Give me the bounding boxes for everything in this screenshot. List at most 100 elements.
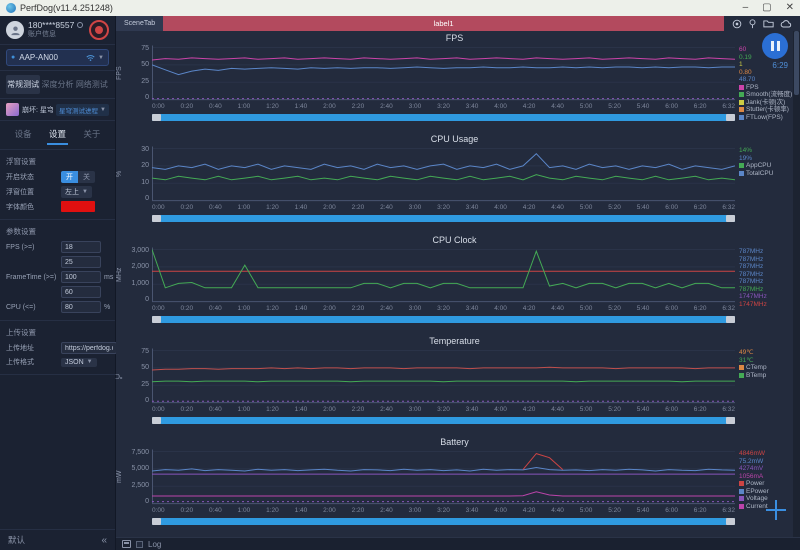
app-selector-row: 崩坏: 星穹铁道 星穹测试进程 ▼ — [0, 99, 115, 121]
tab-about[interactable]: 关于 — [83, 129, 101, 139]
record-button[interactable] — [89, 20, 109, 40]
tab-regular-test[interactable]: 常规测试 — [6, 75, 41, 94]
series-current-value: 787MHz — [739, 285, 764, 293]
x-tick-label: 6:00 — [665, 406, 678, 413]
tab-device[interactable]: 设备 — [14, 129, 32, 139]
x-tick-label: 0:40 — [209, 507, 222, 514]
chart-range-scrollbar[interactable] — [152, 215, 735, 222]
legend-label: Current — [746, 502, 768, 510]
folder-icon[interactable] — [763, 19, 774, 28]
range-handle-right[interactable] — [726, 518, 735, 525]
upload-format-label: 上传格式 — [6, 359, 34, 366]
legend-item: Jank(卡顿|次) — [739, 99, 793, 107]
minimize-button[interactable]: – — [742, 2, 749, 13]
legend-label: BTemp — [746, 371, 767, 379]
range-handle-right[interactable] — [726, 215, 735, 222]
range-handle-right[interactable] — [726, 316, 735, 323]
legend-swatch — [739, 496, 744, 502]
range-handle-right[interactable] — [726, 417, 735, 424]
collapse-sidebar-button[interactable]: « — [101, 534, 107, 546]
upload-format-dropdown[interactable]: JSON ▼ — [61, 357, 97, 367]
person-icon — [10, 25, 20, 35]
sidebar: 180****8557 账户信息 ● AAP-AN00 — [0, 16, 117, 550]
legend-swatch — [739, 170, 744, 176]
chart-range-scrollbar[interactable] — [152, 518, 735, 525]
legend-item: EPower — [739, 488, 793, 496]
scene-toolbar — [724, 16, 800, 31]
toggle-on[interactable]: 开 — [61, 171, 78, 183]
fps-threshold-input-1[interactable] — [61, 241, 101, 253]
x-axis-ticks: 0:00 0:20 0:40 1:00 1:20 1:40 2:00 2:20 2:40 3:00… — [152, 506, 735, 516]
fps-threshold-input-2[interactable] — [61, 256, 101, 268]
location-pin-icon[interactable] — [748, 18, 757, 29]
frametime-input[interactable] — [61, 271, 101, 283]
legend-swatch — [739, 365, 744, 371]
x-tick-label: 1:20 — [266, 507, 279, 514]
range-handle-left[interactable] — [152, 215, 161, 222]
tab-settings[interactable]: 设置 — [46, 125, 68, 145]
y-tick-label: 0 — [145, 396, 149, 404]
maximize-button[interactable]: ▢ — [762, 2, 772, 13]
label-bar[interactable]: label1 — [163, 16, 724, 31]
record-target-icon[interactable] — [732, 19, 742, 29]
range-handle-right[interactable] — [726, 114, 735, 121]
app-name: 崩坏: 星穹铁道 — [22, 106, 54, 114]
float-enable-toggle[interactable]: 开 关 — [61, 171, 95, 183]
chart-side-panel: 60 0.19 1 0.80 48.70 FPS Smooth(流畅度) Jank(卡顿|次… — [735, 44, 793, 130]
range-handle-left[interactable] — [152, 316, 161, 323]
legend-swatch — [739, 99, 744, 105]
chart-range-scrollbar[interactable] — [152, 316, 735, 323]
chevron-down-icon: ▼ — [98, 54, 104, 61]
chart-range-scrollbar[interactable] — [152, 114, 735, 121]
x-tick-label: 2:40 — [380, 305, 393, 312]
x-tick-label: 2:20 — [351, 103, 365, 110]
avatar[interactable] — [6, 21, 24, 39]
scrollbar-thumb[interactable] — [794, 31, 799, 95]
pause-button[interactable] — [762, 33, 788, 59]
account-info-label[interactable]: 账户信息 — [28, 31, 56, 38]
log-bar: Log — [116, 537, 800, 550]
chart-title: Battery — [440, 437, 469, 447]
chart-block: Battery mW 7,500 5,000 2,500 0 0:00 0:20 0:40… — [116, 435, 793, 536]
cpu-threshold-input-1[interactable] — [61, 286, 101, 298]
cpu-threshold-input-2[interactable] — [61, 301, 101, 313]
range-handle-left[interactable] — [152, 518, 161, 525]
toggle-off[interactable]: 关 — [78, 171, 95, 183]
legend-label: Stutter(卡顿率) — [746, 106, 789, 113]
log-checkbox[interactable] — [136, 540, 143, 548]
scene-tab-button[interactable]: SceneTab — [116, 16, 164, 31]
add-label-button[interactable] — [766, 500, 786, 520]
chart-range-scrollbar[interactable] — [152, 417, 735, 424]
x-tick-label: 5:00 — [579, 305, 593, 312]
plot-area — [152, 449, 735, 505]
frametime-unit: ms — [104, 273, 114, 281]
chart-side-panel: 4846mW 75.2mW 4274mV 1056mA Power EPower Volt… — [735, 448, 793, 534]
series-current-value: 0.80 — [739, 68, 752, 76]
float-position-dropdown[interactable]: 左上 ▼ — [61, 186, 92, 198]
user-phone: 180****8557 — [28, 20, 75, 30]
x-tick-label: 0:00 — [152, 305, 165, 312]
close-button[interactable]: ✕ — [785, 2, 794, 13]
x-tick-label: 1:40 — [294, 507, 308, 514]
legend-swatch — [739, 107, 744, 113]
tab-deep-analysis[interactable]: 深度分析 — [41, 80, 74, 89]
panel-icon[interactable] — [122, 540, 131, 548]
default-button[interactable]: 默认 — [8, 535, 26, 545]
device-selector[interactable]: ● AAP-AN00 ▼ — [6, 49, 109, 66]
y-tick-label: 75 — [141, 45, 149, 52]
x-tick-label: 3:40 — [465, 406, 479, 413]
range-handle-left[interactable] — [152, 417, 161, 424]
font-color-swatch[interactable] — [61, 201, 95, 212]
upload-address-input[interactable] — [61, 342, 117, 354]
y-tick-label: 2,000 — [131, 263, 149, 271]
log-label[interactable]: Log — [148, 539, 162, 549]
process-dropdown[interactable]: 星穹测试进程 ▼ — [56, 103, 109, 116]
x-tick-label: 5:40 — [636, 204, 650, 211]
y-tick-label: 25 — [141, 380, 149, 388]
x-tick-label: 3:00 — [408, 406, 422, 413]
tab-network-test[interactable]: 网络测试 — [75, 80, 108, 89]
cloud-icon[interactable] — [780, 19, 792, 28]
vertical-scrollbar[interactable] — [793, 31, 800, 537]
range-handle-left[interactable] — [152, 114, 161, 121]
legend-item: AppCPU — [739, 162, 793, 170]
